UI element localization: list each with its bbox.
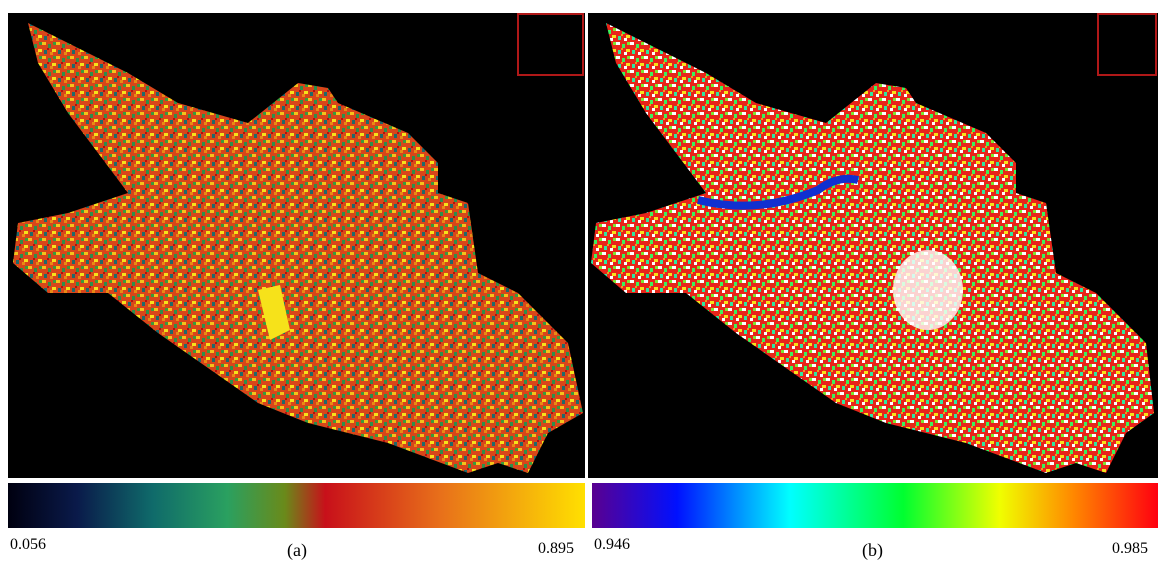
page: {"panels": [ {"label": "(a)", "min_label… <box>0 0 1160 565</box>
region-detail <box>893 250 963 330</box>
map-a <box>0 0 588 530</box>
colorbar-max: 0.985 <box>1112 540 1148 558</box>
colorbar <box>592 483 1158 528</box>
colorbar-max: 0.895 <box>538 540 574 558</box>
panel-b: 0.946 (b) 0.985 <box>588 0 1160 565</box>
panel-label: (a) <box>287 540 307 561</box>
colorbar <box>8 483 585 528</box>
panel-a: 0.056 (a) 0.895 <box>0 0 588 565</box>
panel-label: (b) <box>862 540 883 561</box>
colorbar-min: 0.946 <box>594 536 630 554</box>
colorbar-min: 0.056 <box>10 536 46 554</box>
map-b <box>588 0 1160 530</box>
